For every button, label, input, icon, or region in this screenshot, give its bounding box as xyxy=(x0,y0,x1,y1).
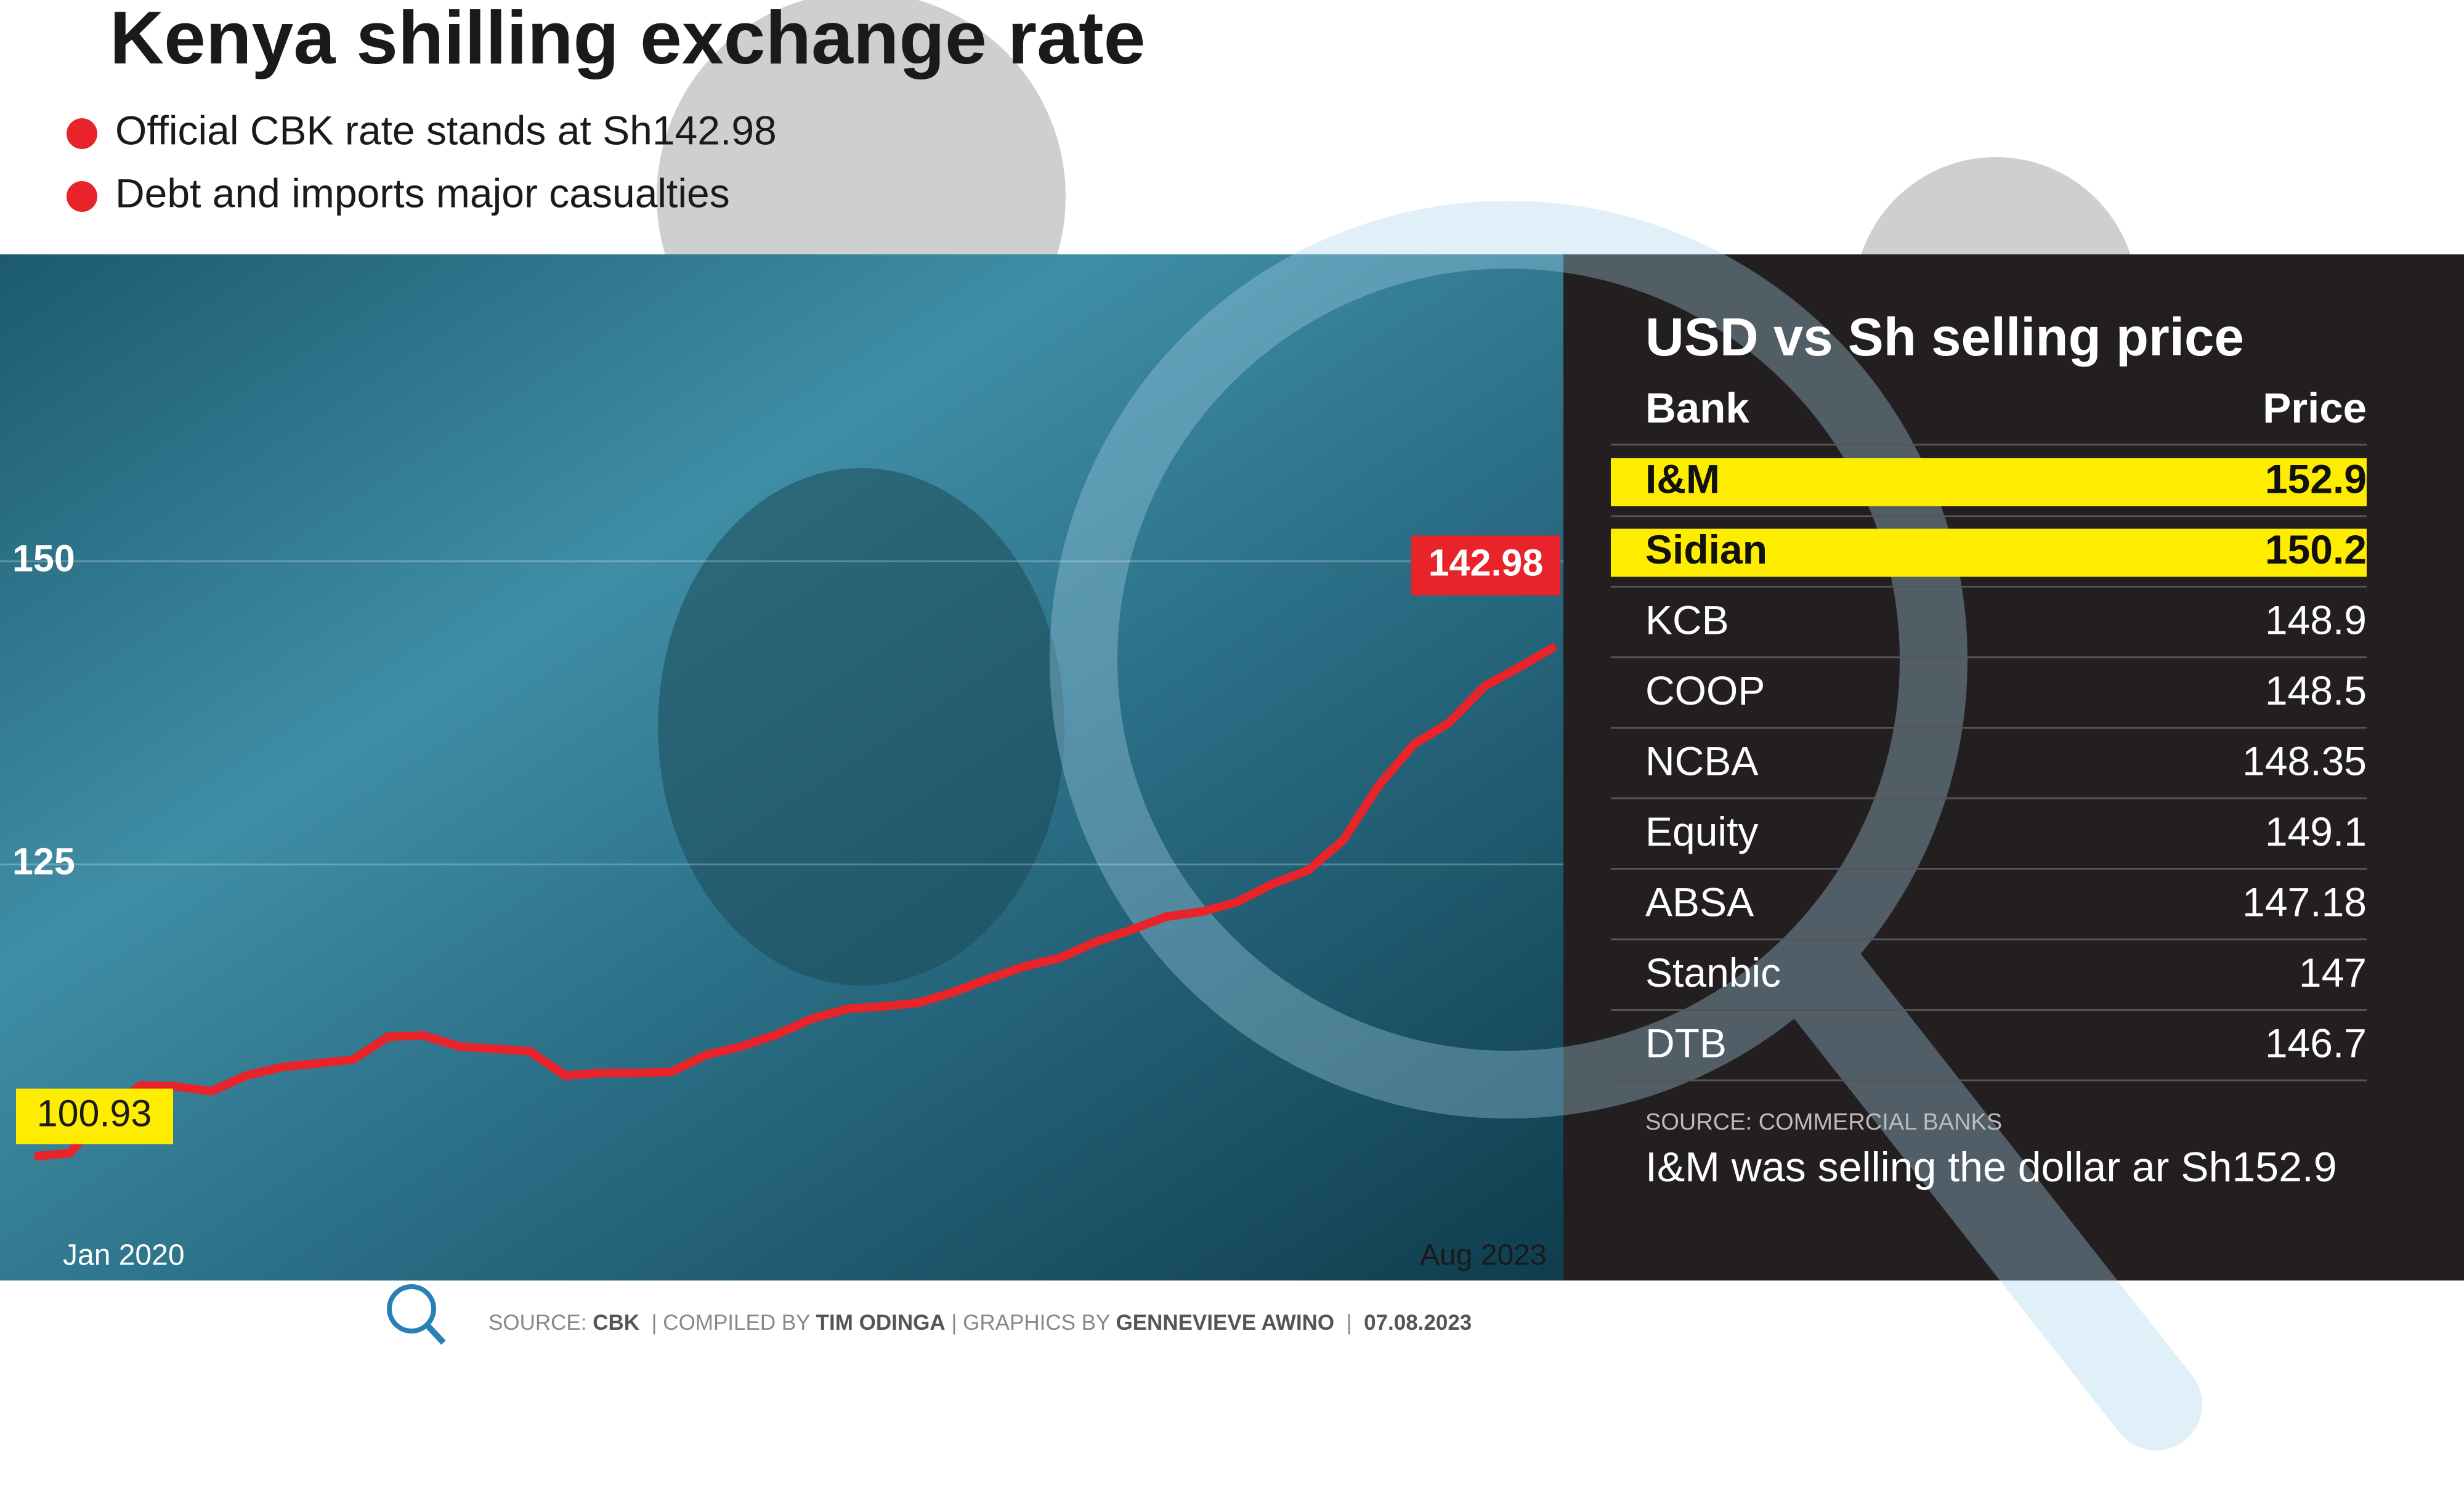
bank-name: ABSA xyxy=(1645,879,1754,924)
start-label-box xyxy=(16,1088,173,1144)
bank-price: 148.5 xyxy=(2265,668,2367,713)
logo-handle xyxy=(425,1323,446,1345)
bank-price: 150.2 xyxy=(2265,527,2367,572)
table-header: Price xyxy=(2263,384,2367,432)
bank-name: DTB xyxy=(1645,1020,1727,1066)
bank-price: 148.9 xyxy=(2265,597,2367,642)
bank-name: Stanbic xyxy=(1645,950,1781,995)
line-series xyxy=(34,642,1558,1161)
bank-name: NCBA xyxy=(1645,738,1758,783)
table-source: SOURCE: COMMERCIAL BANKS xyxy=(1645,1109,2002,1135)
bank-name: COOP xyxy=(1645,668,1765,713)
footer-segment: | COMPILED BY xyxy=(639,1311,816,1335)
footer-segment: SOURCE: xyxy=(488,1311,593,1335)
bank-name: Equity xyxy=(1645,809,1758,854)
footer-segment: CBK xyxy=(593,1311,639,1335)
bank-name: Sidian xyxy=(1645,527,1767,572)
row-highlight xyxy=(1611,528,2367,577)
y-tick-label: 125 xyxy=(12,841,75,883)
bank-price: 147 xyxy=(2299,950,2367,995)
portrait-decor xyxy=(658,468,1064,985)
watermark xyxy=(1050,201,2202,1450)
footer-segment: | xyxy=(1334,1311,1364,1335)
end-label-box xyxy=(1411,535,1560,596)
table-panel xyxy=(1563,254,2464,1280)
bank-price: 147.18 xyxy=(2242,879,2367,924)
bullet-text: Debt and imports major casualties xyxy=(115,170,730,216)
start-value-label: 100.93 xyxy=(37,1093,152,1135)
footer-segment: | GRAPHICS BY xyxy=(946,1311,1116,1335)
end-value-label: 142.98 xyxy=(1429,542,1544,584)
bank-name: I&M xyxy=(1645,456,1720,501)
title: Kenya shilling exchange rate xyxy=(110,0,1146,79)
bank-price: 152.9 xyxy=(2265,456,2367,501)
bullet-text: Official CBK rate stands at Sh142.98 xyxy=(115,107,777,153)
footer-segment: TIM ODINGA xyxy=(816,1311,946,1335)
bank-name: KCB xyxy=(1645,597,1729,642)
table-header: Bank xyxy=(1645,384,1749,432)
magnifier-handle xyxy=(1771,927,2202,1450)
bullet-dot xyxy=(67,181,97,212)
row-highlight xyxy=(1611,458,2367,506)
x-tick-label: Aug 2023 xyxy=(1420,1239,1547,1272)
bank-price: 148.35 xyxy=(2242,738,2367,783)
bullet-dot xyxy=(67,118,97,149)
x-tick-label: Jan 2020 xyxy=(63,1239,185,1272)
header: Kenya shilling exchange rate xyxy=(110,0,1146,79)
footer: SOURCE: CBK | COMPILED BY TIM ODINGA | G… xyxy=(488,1311,1472,1335)
footer-segment: 07.08.2023 xyxy=(1364,1311,1472,1335)
y-tick-label: 150 xyxy=(12,537,75,579)
bank-price: 149.1 xyxy=(2265,809,2367,854)
bank-price: 146.7 xyxy=(2265,1020,2367,1066)
table-note: I&M was selling the dollar ar Sh152.9 xyxy=(1645,1144,2337,1191)
logo-ring xyxy=(387,1284,436,1333)
logo xyxy=(387,1284,446,1345)
table-title: USD vs Sh selling price xyxy=(1645,307,2244,367)
magnifier-ring xyxy=(1050,201,1968,1119)
footer-segment: GENNEVIEVE AWINO xyxy=(1116,1311,1334,1335)
